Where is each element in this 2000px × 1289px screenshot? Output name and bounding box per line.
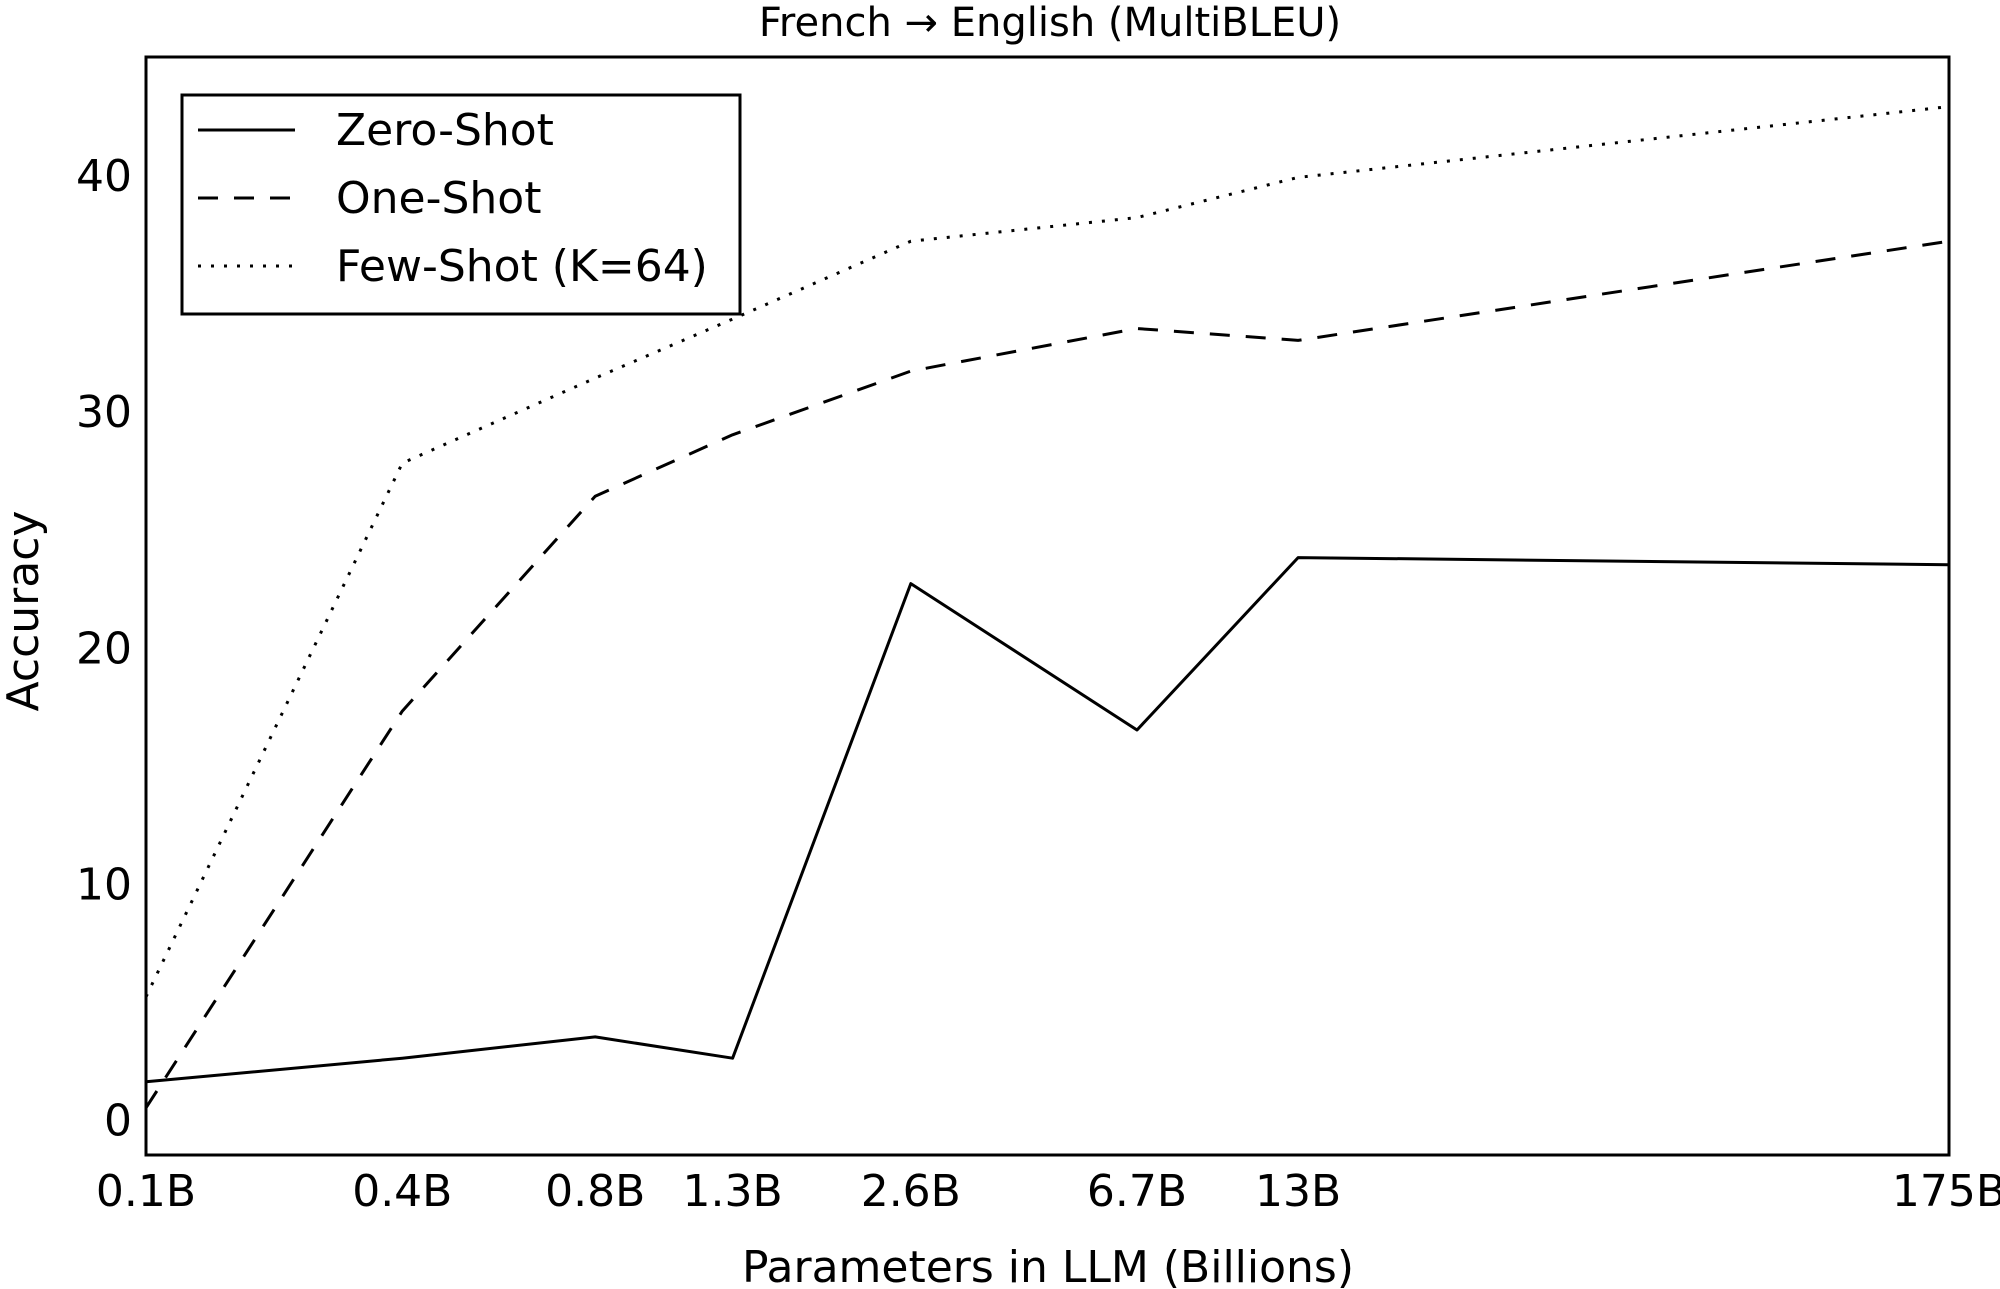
x-tick-label: 1.3B — [683, 1166, 783, 1217]
y-tick-label: 20 — [76, 623, 132, 674]
x-tick-labels: 0.1B 0.4B 0.8B 1.3B 2.6B 6.7B 13B 175B — [96, 1166, 2000, 1217]
y-axis-label: Accuracy — [0, 511, 49, 712]
legend: Zero-Shot One-Shot Few-Shot (K=64) — [180, 93, 742, 316]
legend-entries: Zero-Shot One-Shot Few-Shot (K=64) — [198, 105, 708, 292]
y-tick-label: 0 — [104, 1096, 132, 1147]
series-line — [145, 556, 1950, 1084]
y-tick-label: 10 — [76, 860, 132, 911]
legend-label: Few-Shot (K=64) — [336, 241, 708, 292]
y-tick-label: 40 — [76, 151, 132, 202]
x-axis-label: Parameters in LLM (Billions) — [742, 1242, 1354, 1289]
series-line — [144, 239, 1950, 1109]
x-tick-label: 0.1B — [96, 1166, 196, 1217]
x-tick-label: 175B — [1892, 1166, 2000, 1217]
chart-title: French → English (MultiBLEU) — [759, 0, 1341, 46]
x-tick-label: 2.6B — [861, 1166, 961, 1217]
x-tick-label: 0.4B — [352, 1166, 452, 1217]
legend-label: One-Shot — [336, 173, 541, 224]
series-lines — [144, 105, 1950, 1109]
y-tick-label: 30 — [76, 387, 132, 438]
y-tick-labels: 0 10 20 30 40 — [76, 151, 132, 1147]
legend-label: Zero-Shot — [336, 105, 554, 156]
plot-frame — [144, 55, 1951, 1157]
x-tick-label: 0.8B — [545, 1166, 645, 1217]
x-tick-label: 13B — [1255, 1166, 1341, 1217]
x-tick-label: 6.7B — [1087, 1166, 1187, 1217]
